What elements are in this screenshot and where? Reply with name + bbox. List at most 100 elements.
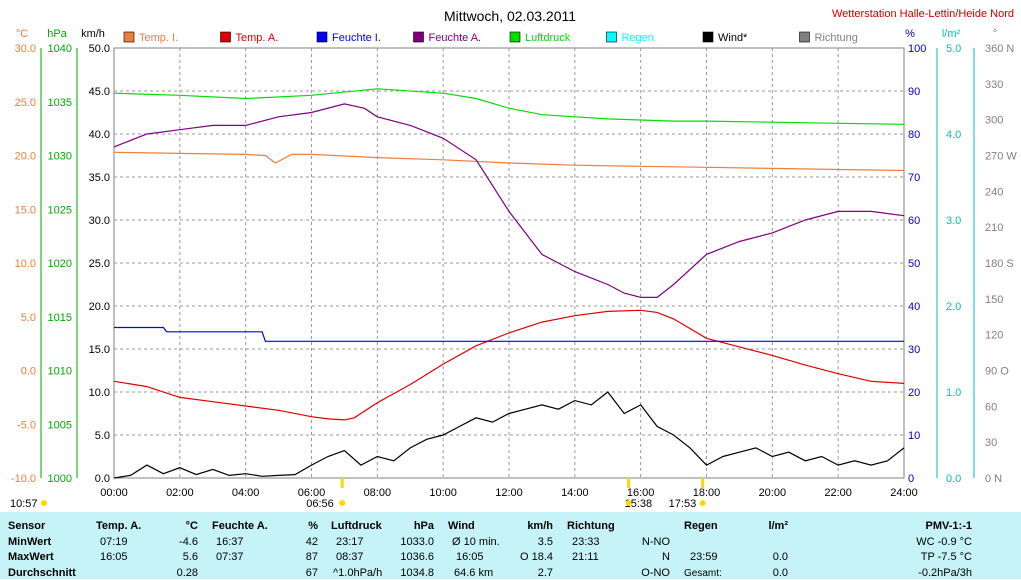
statistics-table: Sensor Temp. A. °C Feuchte A. % Luftdruc… (0, 512, 1021, 579)
humidity_pct-tick: 40 (908, 301, 920, 313)
rain-unit-header: l/m² (768, 520, 788, 532)
direction_deg-tick: 120 (985, 330, 1003, 342)
max-rain-time: 23:59 (690, 551, 718, 563)
x-tick-label: 06:00 (298, 487, 326, 499)
min-temp-time: 07:19 (100, 536, 128, 548)
rain-header: Regen (684, 520, 718, 532)
sun-markers: 10:57 06:56 15:38 17:53 (10, 478, 706, 510)
pressure_hpa-tick: 1020 (48, 258, 72, 270)
temp_c-tick: 15.0 (15, 204, 36, 216)
rain_lm2-tick: 5.0 (946, 43, 961, 55)
legend-label: Feuchte I. (332, 32, 381, 44)
sunset-label: 17:53 (669, 498, 697, 510)
humidity_pct-tick: 100 (908, 43, 926, 55)
grid: 00:00 02:00 04:00 06:00 08:00 10:00 12:00 14:00… (100, 47, 918, 499)
station-name: Wetterstation Halle-Lettin/Heide Nord (832, 8, 1014, 20)
min-humidity-time: 16:37 (216, 536, 244, 548)
humidity_pct-tick: 20 (908, 387, 920, 399)
max-direction-value: N (662, 551, 670, 563)
direction_deg-tick: 210 (985, 222, 1003, 234)
wind_kmh-tick: 20.0 (89, 301, 110, 313)
wind-unit-header: km/h (527, 520, 553, 532)
min-humidity-value: 42 (305, 536, 318, 548)
left-time-label: 10:57 (10, 498, 38, 510)
rain_lm2-tick: 2.0 (946, 301, 961, 313)
sunrise-sun-icon (339, 500, 346, 506)
avg-temp-value: 0.28 (176, 567, 198, 579)
min-temp-value: -4.6 (179, 536, 198, 548)
legend-swatch (509, 31, 521, 43)
series-temp-i (113, 151, 905, 172)
wind_kmh-tick: 0.0 (95, 473, 110, 485)
legend-swatch (606, 31, 617, 43)
humidity_pct-tick: 90 (908, 86, 920, 98)
wind_kmh-tick: 30.0 (89, 215, 110, 227)
max-temp-value: 5.6 (182, 551, 198, 563)
weather-chart: Mittwoch, 02.03.2011 Wetterstation Halle… (10, 8, 1017, 510)
temp_c-tick: 20.0 (15, 151, 36, 163)
humidity_pct-tick: 70 (908, 172, 920, 184)
humidity_pct-tick: 50 (908, 258, 920, 270)
series-group (113, 88, 905, 479)
humidity-unit-label: % (905, 28, 915, 40)
direction_deg-tick: 150 (985, 294, 1003, 306)
avg-humidity-value: 67 (305, 567, 318, 579)
row-label-max: MaxWert (8, 551, 54, 563)
avg-wind-value: 2.7 (537, 567, 553, 579)
pressure_hpa-tick: 1010 (48, 366, 72, 378)
humidity_pct-tick: 0 (908, 473, 914, 485)
x-tick-label: 08:00 (364, 487, 392, 499)
legend-label: Temp. I. (139, 32, 178, 44)
pressure_hpa-tick: 1040 (48, 43, 72, 55)
wind_kmh-tick: 50.0 (89, 43, 110, 55)
x-tick-label: 10:00 (429, 487, 457, 499)
legend-swatch (316, 31, 328, 43)
series-wind (113, 391, 905, 479)
avg-pressure-value: 1034.8 (400, 567, 434, 579)
pmv-pressure-trend: -0.2hPa/3h (918, 567, 972, 579)
direction_deg-tick: 30 (985, 437, 997, 449)
rain-total-value: 0.0 (772, 567, 788, 579)
sensor-header: Sensor (8, 520, 46, 532)
max-pressure-value: 1036.6 (400, 551, 434, 563)
sun-mid-label: 15:38 (625, 498, 653, 510)
min-wind-value: 3.5 (537, 536, 553, 548)
direction_deg-tick: 270 W (985, 151, 1017, 163)
direction_deg-tick: 90 O (985, 366, 1009, 378)
x-tick-label: 02:00 (166, 487, 194, 499)
wind_kmh-tick: 35.0 (89, 172, 110, 184)
humidity-unit-header: % (308, 520, 318, 532)
wind_kmh-tick: 25.0 (89, 258, 110, 270)
pressure-header: Luftdruck (331, 520, 382, 532)
x-tick-label: 12:00 (495, 487, 523, 499)
pmv-taupunkt: TP -7.5 °C (920, 551, 972, 563)
sunset-sun-icon (699, 500, 706, 506)
humidity_pct-tick: 80 (908, 129, 920, 141)
wind-unit-label: km/h (81, 28, 105, 40)
temp_c-tick: -10.0 (11, 473, 36, 485)
wind-distance: 64.6 km (454, 567, 494, 579)
legend-label: Feuchte A. (429, 32, 482, 44)
wind_kmh-tick: 10.0 (89, 387, 110, 399)
x-tick-label: 18:00 (693, 487, 721, 499)
avg-direction-value: O-NO (641, 567, 670, 579)
temp_c-tick: 10.0 (15, 258, 36, 270)
legend-swatch (123, 31, 135, 43)
rain_lm2-tick: 4.0 (946, 129, 961, 141)
pmv-header: PMV-1:-1 (925, 520, 972, 532)
sun-icon (41, 500, 47, 506)
x-tick-label: 22:00 (824, 487, 852, 499)
wind_kmh-tick: 15.0 (89, 344, 110, 356)
sun-mid-sun-icon (625, 500, 632, 506)
legend-swatch (220, 31, 231, 43)
pressure-trend: ^1.0hPa/h (333, 567, 383, 579)
wind-header: Wind (448, 520, 475, 532)
temp-header: Temp. A. (96, 520, 142, 532)
pressure-unit-label: hPa (47, 28, 67, 40)
humidity-header: Feuchte A. (212, 520, 268, 532)
direction-unit-label: ° (993, 28, 997, 40)
row-label-avg: Durchschnitt (8, 567, 76, 579)
max-humidity-time: 07:37 (216, 551, 244, 563)
x-tick-label: 20:00 (759, 487, 787, 499)
pressure_hpa-tick: 1015 (48, 312, 72, 324)
